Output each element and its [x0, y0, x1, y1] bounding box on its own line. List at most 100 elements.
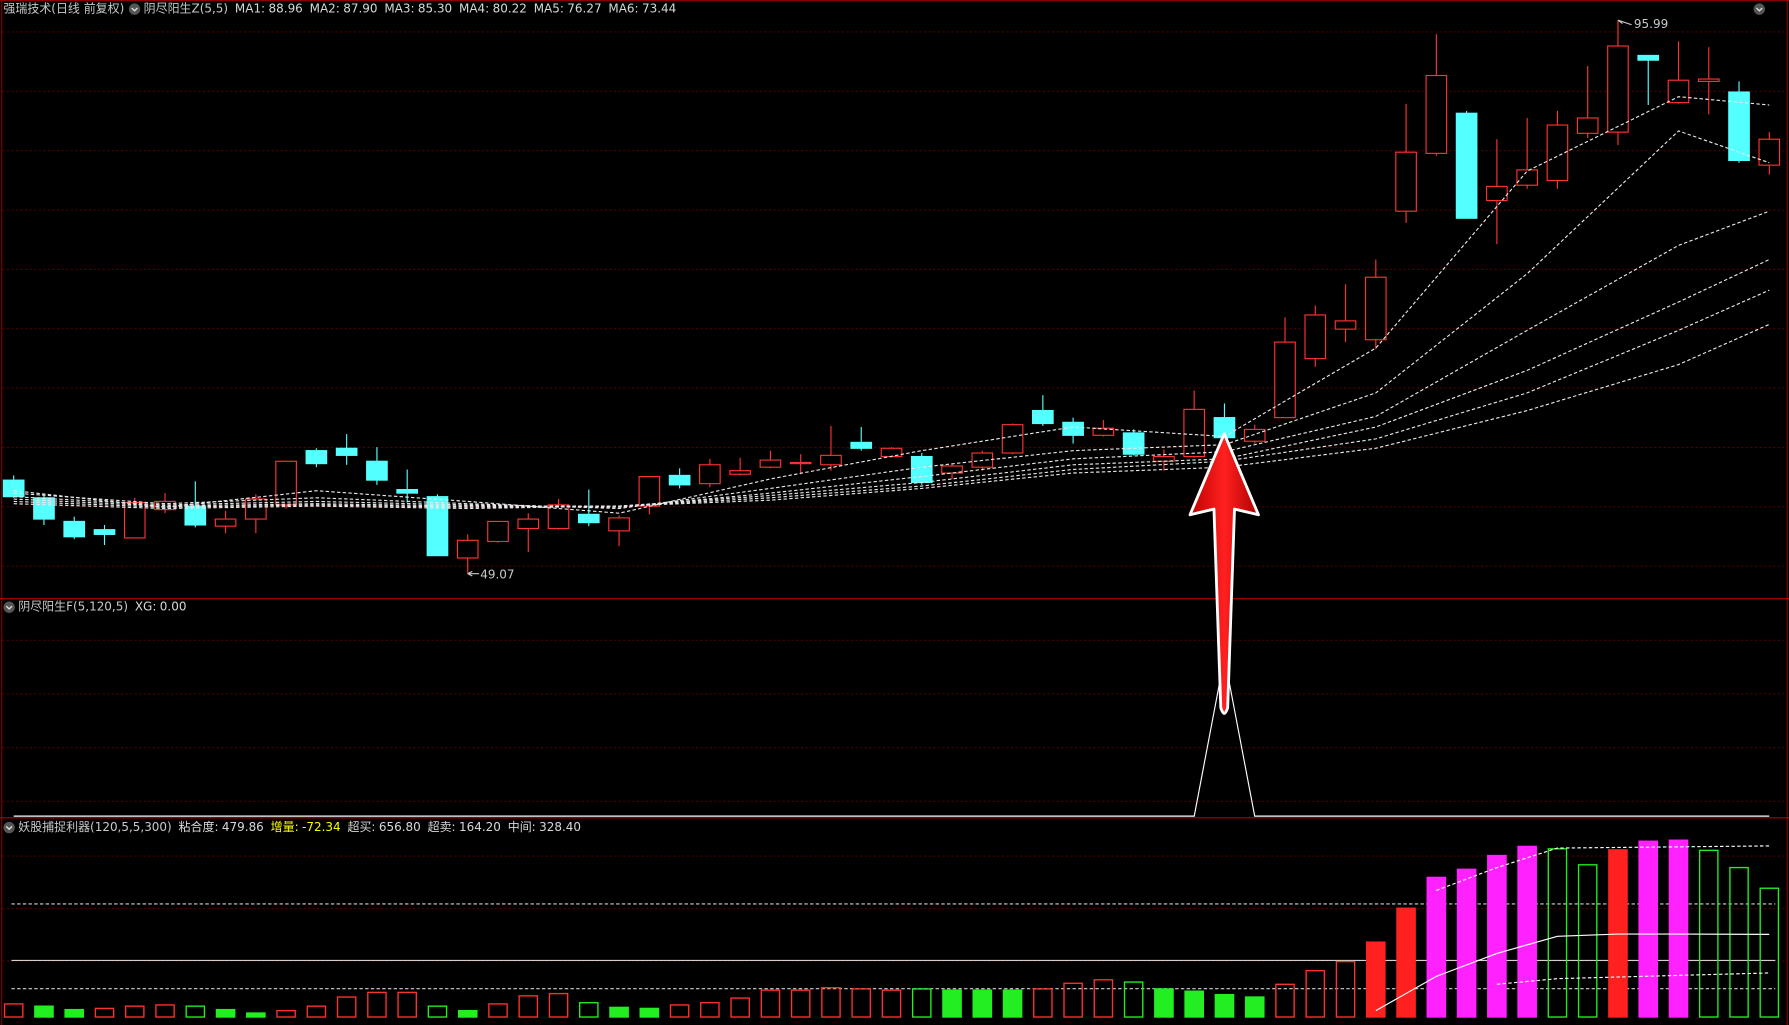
bar — [124, 1005, 145, 1018]
indicator-line — [1436, 845, 1770, 891]
max-price-pointer — [1617, 19, 1632, 26]
candle-body — [1637, 54, 1660, 61]
bar — [700, 1002, 720, 1018]
panel-menu-icon[interactable] — [3, 601, 15, 613]
bar — [246, 1012, 266, 1018]
candle-body — [426, 496, 449, 557]
bar — [1244, 996, 1265, 1018]
legend-value: 76.27 — [567, 2, 601, 16]
candle-body — [699, 464, 721, 485]
legend-value: 328.40 — [539, 820, 581, 834]
candle-body — [93, 529, 116, 535]
candle-body — [1122, 432, 1145, 455]
candle-body — [1032, 409, 1054, 425]
candle-body — [608, 517, 630, 532]
candle-body — [759, 459, 782, 468]
bar — [367, 991, 387, 1018]
bar — [972, 989, 993, 1018]
candle-body — [1516, 169, 1538, 186]
candle-body — [1607, 45, 1629, 133]
bar — [1002, 989, 1023, 1018]
ma-line — [13, 259, 1770, 507]
bar — [548, 992, 569, 1018]
min-price-label: 49.07 — [480, 567, 514, 581]
legend-label: 粘合度: — [179, 819, 219, 834]
candle-body — [820, 454, 842, 466]
candle-body — [184, 505, 207, 526]
indicator-line — [1375, 933, 1770, 1012]
legend-label: 超卖: — [428, 819, 456, 834]
legend-value: 164.20 — [459, 820, 501, 834]
panel-menu-icon[interactable] — [128, 3, 141, 15]
bar — [942, 989, 962, 1018]
bar — [911, 988, 932, 1018]
candle-body — [729, 470, 751, 475]
bar — [155, 1004, 175, 1018]
candle-body — [1001, 424, 1024, 454]
bar — [457, 1009, 478, 1018]
candle-body — [1455, 112, 1478, 219]
bar — [427, 1005, 448, 1018]
candle-body — [789, 461, 812, 465]
ma-line — [13, 130, 1770, 510]
bar — [1668, 839, 1689, 1018]
bar — [397, 991, 418, 1018]
ma-line — [13, 323, 1770, 510]
bar — [1608, 849, 1628, 1018]
panel-menu-chevron — [5, 825, 13, 831]
bar — [821, 987, 841, 1018]
candle-body — [456, 539, 479, 559]
bar — [1547, 848, 1568, 1018]
bar — [94, 1007, 115, 1018]
legend-value: 0.00 — [160, 600, 187, 614]
candle-body — [1425, 74, 1448, 154]
candle-body — [1486, 185, 1508, 202]
legend-label: 中间: — [508, 819, 536, 834]
candle-body — [1304, 314, 1327, 360]
candle-body — [1364, 276, 1387, 341]
ma-line — [13, 96, 1770, 514]
candle-body — [1274, 341, 1296, 419]
bar — [1759, 887, 1780, 1018]
bar — [881, 989, 902, 1018]
candle-body — [910, 455, 933, 484]
bar — [215, 1008, 236, 1018]
legend-value: 73.44 — [642, 2, 676, 16]
legend-label: XG: — [135, 600, 157, 614]
candle-body — [305, 450, 328, 465]
panel-menu-icon[interactable] — [3, 821, 15, 834]
chart-title: 妖股捕捉利器(120,5,5,300) — [18, 819, 171, 834]
bar — [1033, 988, 1053, 1018]
panel-menu-icon[interactable] — [1753, 3, 1766, 15]
bar — [276, 1009, 296, 1018]
legend-label: MA4: — [459, 2, 489, 16]
bar — [578, 1002, 599, 1018]
candle-body — [1697, 78, 1720, 82]
bar — [609, 1006, 629, 1018]
legend-label: 超买: — [347, 819, 375, 834]
chart-title: 强瑞技术(日线 前复权) — [3, 1, 124, 16]
bar — [1517, 845, 1537, 1018]
ma-line — [13, 210, 1770, 508]
min-price-pointer — [467, 570, 480, 577]
bar — [1123, 981, 1144, 1018]
candle-body — [1183, 408, 1206, 458]
highlight-arrow — [1188, 432, 1260, 715]
candle-body — [547, 504, 570, 530]
candle-body — [214, 518, 237, 527]
bar — [639, 1007, 660, 1018]
bar — [34, 1005, 54, 1018]
candle-body — [63, 520, 86, 538]
signal-line — [13, 657, 1770, 817]
candle-body — [1576, 117, 1599, 134]
bar — [1063, 982, 1083, 1018]
bar — [518, 995, 539, 1018]
bar — [1426, 876, 1447, 1018]
legend-label: 增量: — [271, 820, 299, 834]
candle-body — [1334, 320, 1357, 330]
bar — [1214, 993, 1235, 1018]
bar — [1365, 941, 1386, 1018]
bar — [1093, 979, 1114, 1018]
